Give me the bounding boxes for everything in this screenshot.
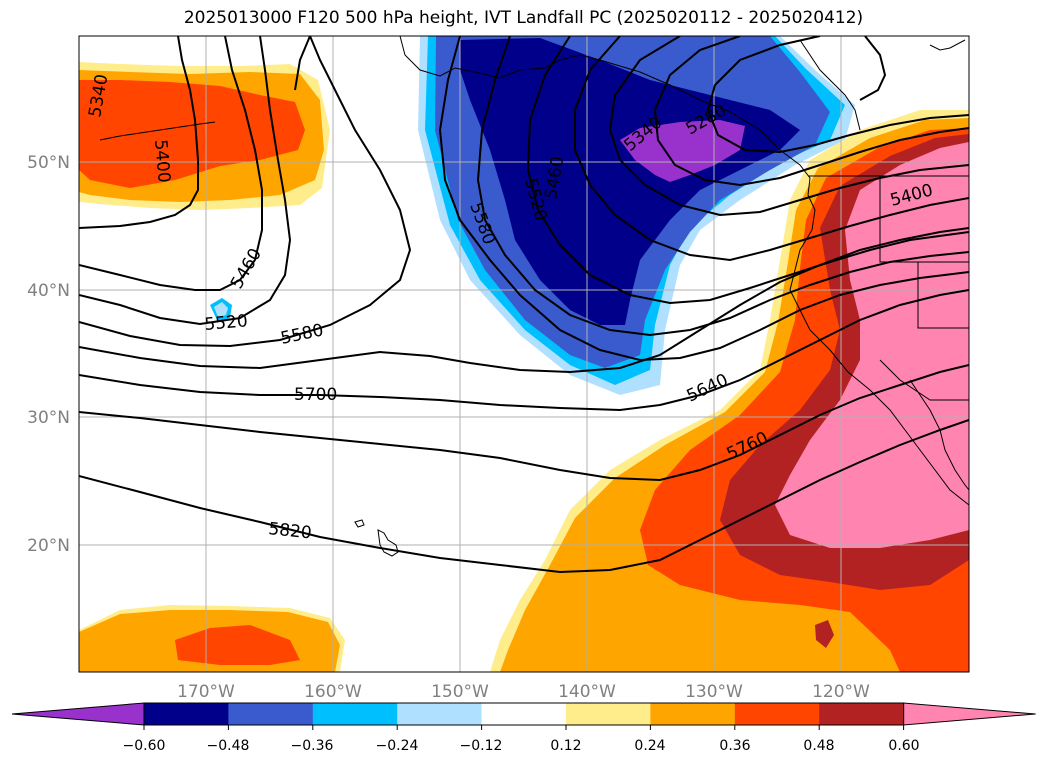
lat-label: 40°N [27, 281, 70, 301]
colorbar-extend-low [11, 702, 145, 726]
map-border [78, 35, 970, 673]
colorbar-tick-label: −0.12 [460, 738, 503, 754]
colorbar [11, 702, 1036, 730]
colorbar-segment [397, 703, 483, 725]
lon-label: 130°W [685, 682, 743, 702]
ivt-positive-region-east [79, 110, 969, 672]
longitude-labels: 170°W 160°W 150°W 140°W 130°W 120°W [177, 682, 870, 702]
lon-label: 120°W [812, 682, 870, 702]
lat-label: 20°N [27, 536, 70, 556]
contour-label: 5700 [294, 385, 337, 405]
colorbar-tick-label: −0.36 [291, 738, 334, 754]
graticule [79, 36, 969, 672]
colorbar-segment [650, 703, 736, 725]
colorbar-tick-label: 0.36 [719, 738, 750, 754]
ivt-positive-region-northwest [79, 62, 330, 210]
lat-label: 50°N [27, 153, 70, 173]
colorbar-tick-labels: −0.60 −0.48 −0.36 −0.24 −0.12 0.12 0.24 … [123, 738, 920, 754]
contour-label: 5520 [204, 311, 249, 335]
colorbar-tick-label: 0.24 [634, 738, 665, 754]
lon-label: 160°W [304, 682, 362, 702]
contour-label: 5400 [150, 139, 174, 184]
height-contours [79, 36, 969, 574]
colorbar-segment [481, 703, 567, 725]
colorbar-segment [734, 703, 820, 725]
colorbar-tick-label: 0.48 [803, 738, 834, 754]
colorbar-tick-label: −0.60 [123, 738, 166, 754]
colorbar-segment [819, 703, 905, 725]
lon-label: 170°W [177, 682, 235, 702]
colorbar-segment [144, 703, 229, 725]
map-title: 2025013000 F120 500 hPa height, IVT Land… [183, 8, 864, 28]
colorbar-segment [312, 703, 398, 725]
colorbar-segment [566, 703, 651, 725]
lat-label: 30°N [27, 408, 70, 428]
map-panel: 5340 5400 5460 5520 5580 5700 5820 5520 … [79, 36, 969, 672]
colorbar-extend-high [903, 702, 1036, 726]
colorbar-tick-label: −0.48 [207, 738, 250, 754]
contour-label: 5820 [267, 519, 312, 543]
latitude-labels: 50°N 40°N 30°N 20°N [27, 153, 70, 556]
lon-label: 140°W [558, 682, 616, 702]
colorbar-tick-label: −0.24 [376, 738, 419, 754]
colorbar-tick-label: 0.12 [550, 738, 581, 754]
colorbar-outline [143, 702, 905, 726]
colorbar-tick-label: 0.60 [888, 738, 919, 754]
colorbar-segment [228, 703, 314, 725]
lon-label: 150°W [431, 682, 489, 702]
